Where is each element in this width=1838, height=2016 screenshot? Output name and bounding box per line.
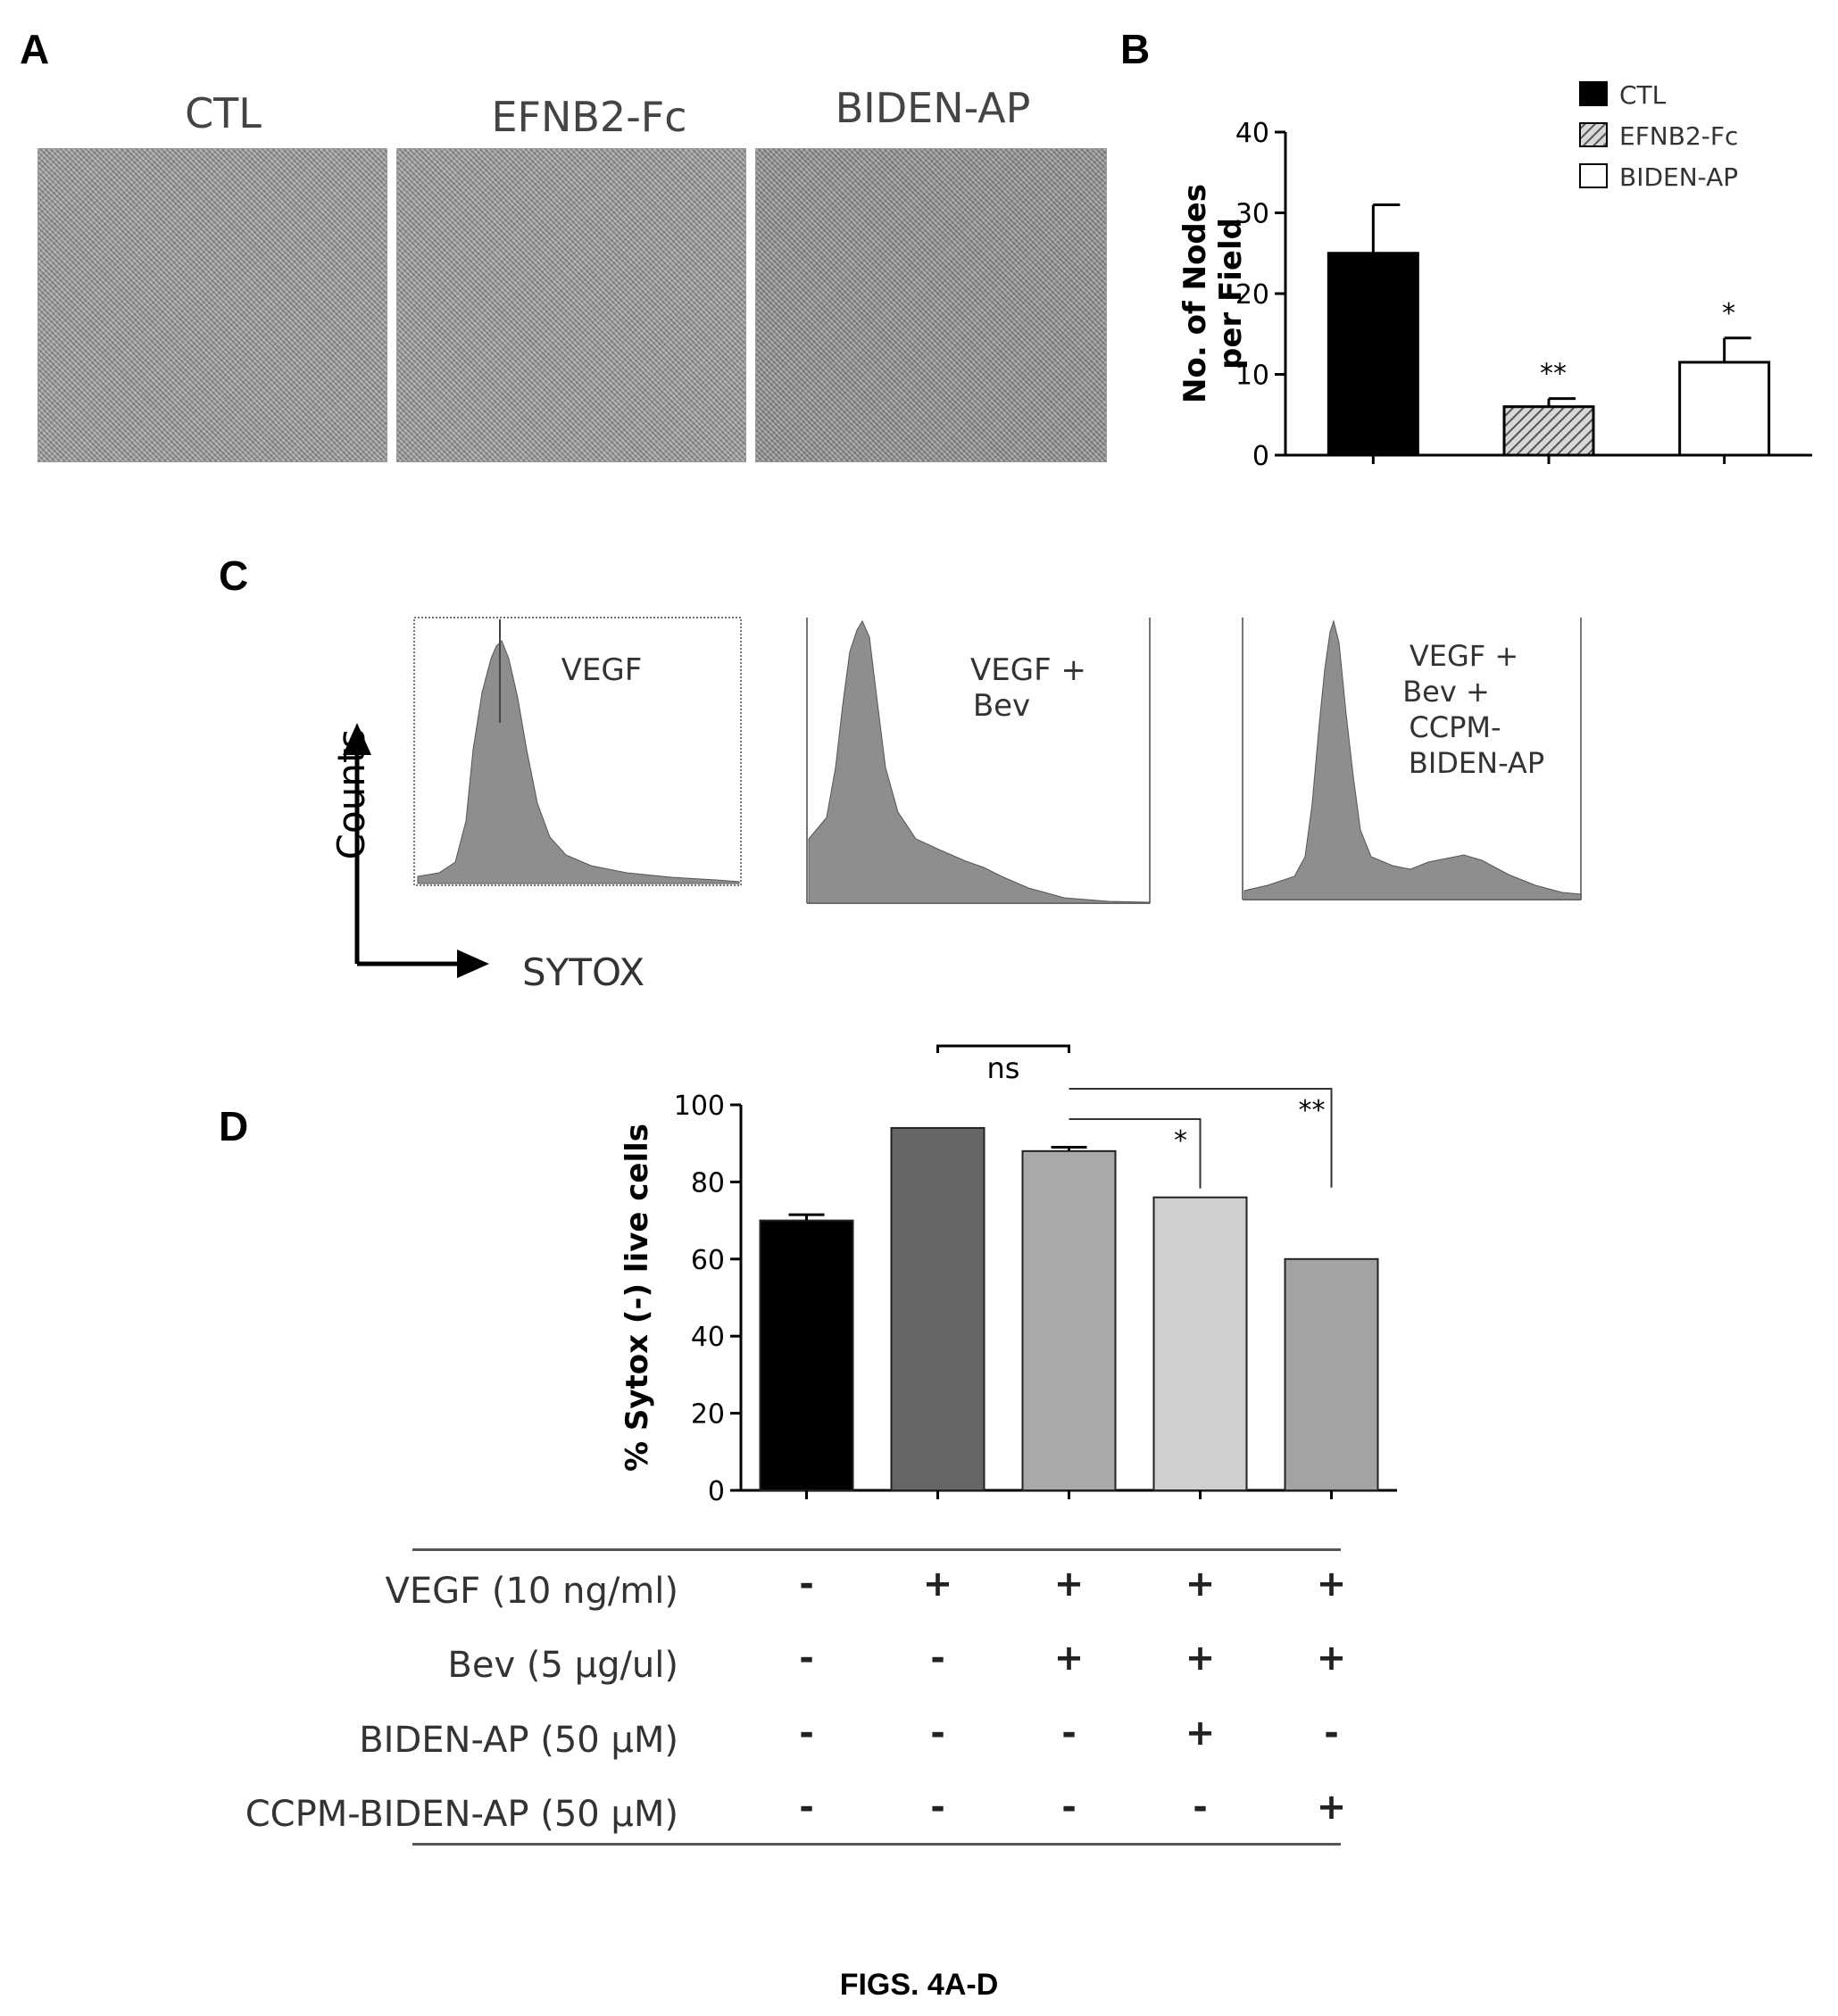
panel-b-bar <box>1678 361 1771 457</box>
histogram-vegf: VEGF <box>413 617 742 886</box>
panel-d-bracket-label: ** <box>1299 1095 1326 1126</box>
condition-sign: - <box>799 1638 814 1679</box>
condition-label: VEGF (10 ng/ml) <box>385 1571 678 1612</box>
panel-b-y-tick-label: 30 <box>1235 199 1269 230</box>
condition-sign: + <box>922 1564 953 1605</box>
sytox-arrow-head <box>457 950 489 978</box>
counts-axis-label: Counts <box>329 729 373 860</box>
histogram-vegf-bev-ccpm-biden-ap: VEGF + Bev + CCPM- BIDEN-AP <box>1242 618 1583 900</box>
panel-d-bracket <box>936 1044 1070 1053</box>
panel-b-letter: B <box>1120 26 1151 72</box>
condition-label: Bev (5 µg/ul) <box>447 1645 678 1686</box>
panel-b-y-tick-label: 0 <box>1252 441 1269 472</box>
panel-d-bracket <box>1069 1088 1333 1188</box>
condition-sign: - <box>799 1713 814 1754</box>
panel-b-bar <box>1502 405 1595 457</box>
panel-b-bar <box>1327 252 1419 457</box>
panel-b-y-axis-label-line-2: per Field <box>1213 218 1249 369</box>
condition-sign: - <box>1324 1713 1339 1754</box>
histogram-label-line: Bev <box>973 688 1030 724</box>
condition-sign: + <box>1185 1564 1216 1605</box>
histogram-label-line: VEGF <box>561 652 643 688</box>
panel-b-significance: ** <box>1540 359 1567 390</box>
condition-sign: - <box>930 1638 945 1679</box>
counts-arrow-head <box>343 723 371 755</box>
condition-sign: - <box>799 1564 814 1605</box>
panel-b-y-tick-label: 10 <box>1235 361 1269 392</box>
histogram-vegf-bev: VEGF + Bev <box>806 618 1152 904</box>
microscopy-image-efnb2-fc <box>396 148 746 462</box>
histogram-label-line: Bev + <box>1402 675 1490 709</box>
panel-d-bar <box>890 1126 986 1491</box>
panel-d-bracket-label: * <box>1174 1125 1187 1157</box>
condition-table-bottom-rule <box>412 1843 1341 1846</box>
panel-b-legend-swatch <box>1579 81 1608 106</box>
histogram-label-line: BIDEN-AP <box>1409 746 1544 780</box>
panel-d-y-tick-label: 60 <box>691 1245 725 1276</box>
panel-b-y-tick-label: 40 <box>1235 118 1269 149</box>
panel-d-bracket-label: ns <box>987 1051 1020 1085</box>
panel-b-y-tick-label: 20 <box>1235 279 1269 311</box>
figure-caption: FIGS. 4A-D <box>839 1968 999 2002</box>
condition-label: CCPM-BIDEN-AP (50 µM) <box>245 1794 678 1835</box>
condition-sign: - <box>1193 1787 1208 1828</box>
condition-table-top-rule <box>412 1548 1341 1551</box>
panel-b-y-axis-label-line-1: No. of Nodes <box>1177 184 1213 403</box>
panel-b-legend-label: EFNB2-Fc <box>1619 121 1738 151</box>
sytox-axis-label: SYTOX <box>522 950 645 994</box>
microscopy-image-biden-ap <box>755 148 1107 462</box>
condition-sign: - <box>799 1787 814 1828</box>
condition-sign: + <box>1185 1713 1216 1754</box>
panel-d-y-tick-label: 80 <box>691 1167 725 1199</box>
condition-sign: + <box>1185 1638 1216 1679</box>
panel-b-legend-swatch <box>1579 122 1608 147</box>
histogram-label-line: VEGF + <box>970 652 1086 688</box>
histogram-label-line: VEGF + <box>1410 639 1518 673</box>
histogram-label-line: CCPM- <box>1409 710 1501 744</box>
panel-b-legend-label: BIDEN-AP <box>1619 162 1738 192</box>
panel-d-letter: D <box>219 1103 249 1149</box>
panel-c-letter: C <box>219 552 249 599</box>
condition-label: BIDEN-AP (50 µM) <box>359 1720 678 1761</box>
condition-sign: - <box>1061 1713 1077 1754</box>
image-label-biden-ap: BIDEN-AP <box>835 84 1031 132</box>
image-label-efnb2-fc: EFNB2-Fc <box>491 93 687 141</box>
panel-d-y-tick-label: 20 <box>691 1399 725 1431</box>
counts-sytox-axes <box>343 723 489 978</box>
microscopy-image-ctl <box>37 148 387 462</box>
panel-d-y-tick-label: 100 <box>674 1091 725 1122</box>
condition-sign: + <box>1316 1564 1347 1605</box>
condition-sign: + <box>1316 1787 1347 1828</box>
panel-d-bar <box>759 1219 854 1491</box>
condition-sign: - <box>1061 1787 1077 1828</box>
panel-d-bar <box>1284 1257 1379 1491</box>
condition-sign: + <box>1316 1638 1347 1679</box>
condition-sign: + <box>1053 1564 1085 1605</box>
panel-b-legend-label: CTL <box>1619 80 1667 110</box>
panel-d-y-tick-label: 0 <box>708 1476 725 1507</box>
image-label-ctl: CTL <box>185 89 262 137</box>
panel-a-letter: A <box>20 26 50 72</box>
panel-d-bar <box>1152 1196 1248 1491</box>
panel-d-y-tick-label: 40 <box>691 1322 725 1353</box>
counts-label-wrap: Counts <box>329 729 373 860</box>
condition-sign: - <box>930 1787 945 1828</box>
panel-d-y-axis-label: % Sytox (-) live cells <box>620 1124 655 1472</box>
panel-b-significance: * <box>1722 298 1735 329</box>
panel-b-legend-swatch <box>1579 163 1608 188</box>
panel-d-bar <box>1021 1149 1117 1491</box>
condition-sign: - <box>930 1713 945 1754</box>
condition-sign: + <box>1053 1638 1085 1679</box>
panel-d-bracket <box>1069 1118 1202 1189</box>
